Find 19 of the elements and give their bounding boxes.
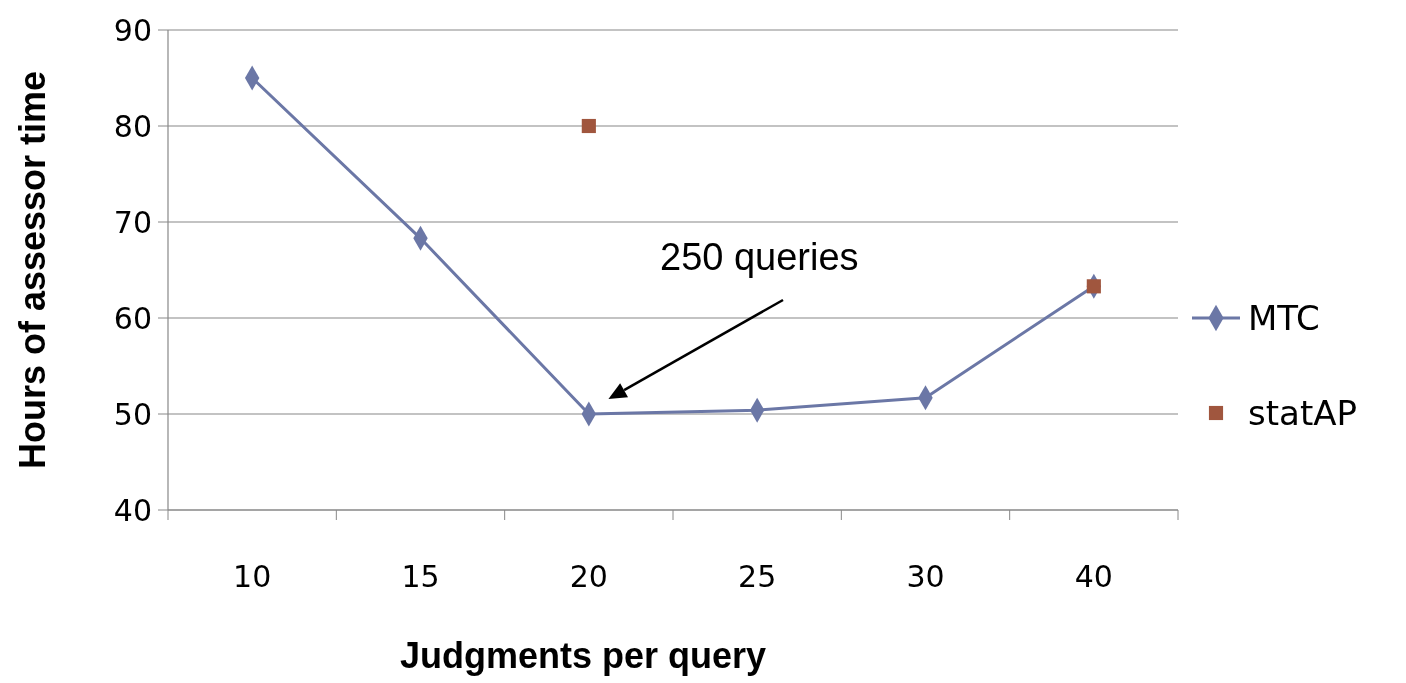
x-tick-label: 25 [738,559,777,594]
x-tick-label: 15 [401,559,440,594]
point [581,118,596,134]
point [1086,279,1101,294]
x-tick-label: 30 [906,559,945,594]
legend-label: statAP [1248,392,1357,433]
annotation: 250 queries [660,236,859,278]
y-axis-title: Hours of assessor time [12,70,53,470]
y-tick-label: 80 [113,108,152,144]
x-axis-title: Judgments per query [399,635,767,676]
y-tick-label: 40 [113,492,152,528]
y-tick-label: 60 [113,300,152,336]
x-tick-label: 10 [233,559,272,594]
legend-label: MTC [1248,297,1320,338]
y-tick-label: 50 [113,396,152,432]
y-tick-label: 90 [113,12,152,48]
y-tick-label: 70 [113,204,152,240]
x-tick-label: 40 [1074,559,1113,594]
x-tick-label: 20 [569,559,608,594]
